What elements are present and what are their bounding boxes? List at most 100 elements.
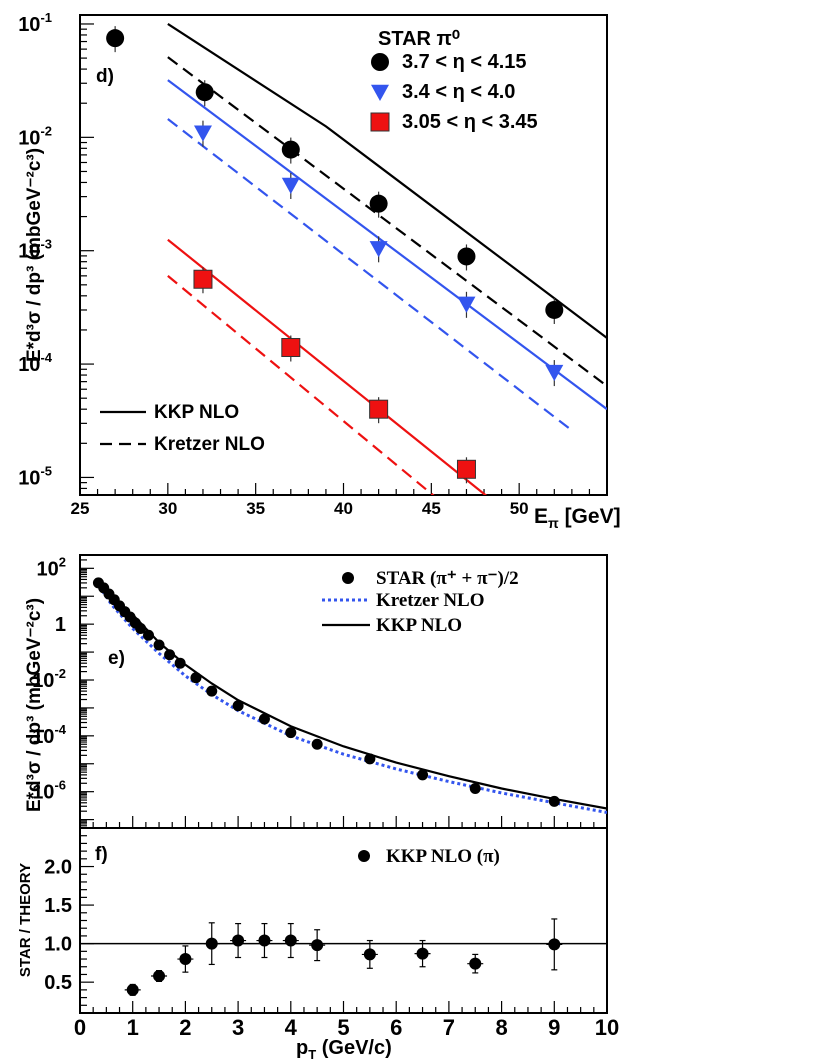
panel-d-legend-marker: [371, 84, 389, 101]
panel-e-y-axis-label: E*d³σ / dp³ (mbGeV⁻²c³): [24, 598, 45, 812]
panel-f-data-point: [179, 953, 192, 966]
panel-e-y-tick-label: 10-2: [32, 666, 66, 692]
panel-d-data-point: [456, 459, 476, 479]
panel-f-x-tick-label: 6: [390, 1015, 402, 1040]
panel-f-x-tick-label: 4: [285, 1015, 298, 1040]
panel-f-x-tick-label: 5: [337, 1015, 349, 1040]
panel-d-curve: [167, 23, 607, 339]
panel-d-y-tick-label: 10-5: [18, 463, 52, 489]
panel-f-legend: KKP NLO (π): [358, 846, 500, 867]
panel-f-data-point: [311, 939, 324, 952]
panel-f-data-point: [548, 938, 561, 951]
panel-d-legend-marker: [371, 53, 389, 71]
panel-e-frame: [79, 554, 608, 829]
panel-d-legend: 3.7 < η < 4.15 3.4 < η < 4.0 3.05 < η < 3.…: [100, 51, 538, 455]
panel-d-curve: [167, 238, 488, 495]
panel-f-y-tick-label: 0.5: [44, 972, 72, 994]
panel-d-data-point: [281, 177, 300, 194]
panel-d-data-point: [195, 83, 214, 102]
panel-e-y-tick-label: 102: [37, 554, 66, 580]
panel-d-x-tick-label: 50: [510, 499, 529, 518]
panel-f-x-tick-label: 0: [74, 1015, 86, 1040]
panel-d-legend-line-label: KKP NLO: [154, 402, 239, 423]
panel-f-x-tick-label: 8: [495, 1015, 507, 1040]
panel-e-data-point: [206, 685, 218, 697]
panel-e-data-point: [153, 639, 165, 651]
panel-e-data-point: [143, 629, 155, 641]
panel-d-data-point: [457, 296, 476, 313]
panel-d-y-tick-label: 10-2: [18, 123, 52, 149]
panel-d-data-point: [193, 269, 213, 289]
panel-d-legend-marker: [370, 112, 390, 132]
panel-d-x-tick-label: 30: [158, 499, 177, 518]
panel-e-y-tick-label: 1: [55, 614, 66, 636]
panel-d-curve: [167, 56, 607, 387]
panel-e-legend-marker: [342, 572, 354, 584]
panel-f-data-point: [126, 983, 139, 996]
panel-e-legend-line-label: KKP NLO: [376, 615, 462, 636]
panel-e-legend-entry: STAR (π⁺ + π⁻)/2: [376, 568, 519, 589]
panel-f-x-tick-label: 9: [548, 1015, 560, 1040]
panel-d-legend-line-label: Kretzer NLO: [154, 434, 265, 455]
panel-f-plot-area: 0 1 2 3 4 5 6 7 8 9 10 0.5 1.0 1.5 2.0: [44, 827, 619, 1040]
panel-d-data-point: [281, 338, 301, 358]
panel-e-data-point: [417, 769, 429, 781]
panel-d-plot-area: 25 30 35 40 45 50 10-1 10-2 10-3 10-4 10-5: [18, 10, 608, 518]
panel-f-x-axis-label: pT (GeV/c): [296, 1037, 392, 1062]
panel-d-legend-entry: 3.4 < η < 4.0: [402, 81, 515, 103]
panel-e-data-point: [135, 622, 147, 634]
panel-e-data-point: [311, 738, 323, 750]
panel-e-data-point: [232, 700, 244, 712]
panel-f-y-tick-label: 2.0: [44, 857, 72, 879]
panel-d-legend-title: STAR π⁰: [378, 28, 460, 50]
panel-e-legend-line-label: Kretzer NLO: [376, 590, 485, 611]
panel-f-data-point: [416, 947, 429, 960]
panel-d-curve: [167, 275, 435, 495]
panel-f-label: f): [95, 844, 108, 865]
panel-d-data-point: [369, 194, 388, 213]
panel-f-data-point: [153, 970, 166, 982]
panel-e-y-tick-label: 10-6: [32, 778, 66, 804]
panel-f-legend-entry: KKP NLO (π): [386, 846, 500, 867]
panel-d-data-point: [369, 241, 388, 258]
panel-e-data-point: [190, 672, 202, 684]
panel-d-x-axis-label: Eπ [GeV]: [534, 505, 621, 531]
panel-f-data-point: [363, 948, 376, 961]
panel-f-data-point: [232, 934, 245, 947]
panel-d-data-point: [457, 247, 476, 266]
panel-d-legend-entry: 3.7 < η < 4.15: [402, 51, 527, 73]
panel-f-y-tick-label: 1.5: [44, 895, 72, 917]
panel-d-legend-entry: 3.05 < η < 3.45: [402, 111, 538, 133]
panel-e-data-point: [469, 782, 481, 794]
panel-f-data-point: [469, 957, 482, 970]
panel-d-data-point: [545, 364, 564, 382]
panel-d-y-tick-label: 10-1: [18, 10, 52, 36]
panel-d-data-point: [545, 300, 564, 319]
panel-e-data-point: [174, 657, 186, 669]
panel-f-x-tick-label: 7: [443, 1015, 455, 1040]
panel-f-x-tick-label: 3: [232, 1015, 244, 1040]
panel-d-data-point: [369, 399, 389, 419]
panel-d-frame: [79, 14, 608, 496]
panel-f-x-tick-label: 1: [127, 1015, 139, 1040]
panel-f-frame: [79, 827, 608, 1014]
panel-d-x-tick-label: 25: [71, 499, 90, 518]
panel-d-x-tick-label: 35: [246, 499, 265, 518]
panel-e-y-tick-label: 10-4: [32, 722, 67, 748]
panel-d-curve: [167, 79, 607, 411]
panel-d-label: d): [96, 66, 114, 87]
panel-f-y-tick-label: 1.0: [44, 934, 72, 956]
panel-e-plot-area: 102 1 10-2 10-4 10-6: [32, 554, 608, 829]
panel-f-y-axis-label: STAR / THEORY: [17, 863, 34, 977]
panel-e-data-point: [164, 649, 176, 661]
panel-d-data-point: [281, 140, 300, 159]
panel-d-data-point: [193, 125, 212, 142]
panel-d-x-tick-label: 40: [334, 499, 353, 518]
panel-e-data-point: [548, 795, 560, 807]
panel-d-x-tick-label: 45: [422, 499, 441, 518]
panel-d-y-tick-label: 10-4: [18, 350, 53, 376]
panel-f-legend-marker: [358, 850, 370, 862]
panel-e-data-point: [258, 713, 270, 725]
panel-e-curve: [94, 580, 607, 814]
